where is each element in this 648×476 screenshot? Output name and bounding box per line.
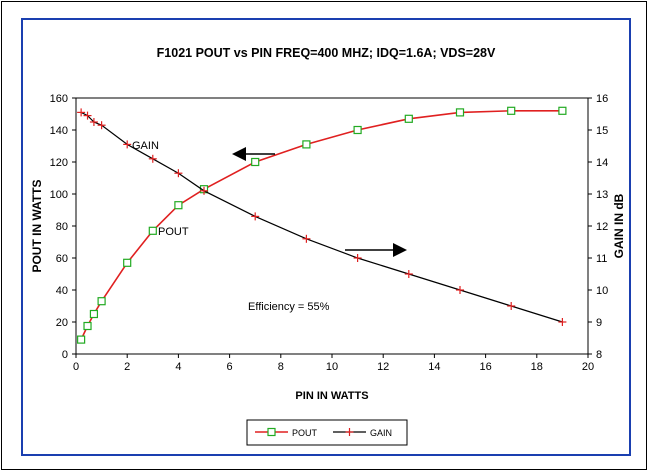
data-point-gain (558, 318, 567, 326)
data-point-gain (456, 286, 464, 294)
data-point-gain (174, 169, 183, 178)
x-tick-label: 2 (124, 361, 130, 373)
annotation-gain-label: GAIN (132, 140, 159, 152)
data-point-gain (404, 270, 413, 278)
y-right-tick-label: 13 (596, 189, 608, 201)
x-tick-label: 4 (175, 361, 181, 373)
data-point-gain (148, 154, 157, 163)
y-left-tick-label: 80 (56, 221, 68, 233)
data-point-pout (174, 201, 183, 210)
data-point-gain (123, 140, 132, 149)
data-point-gain (302, 234, 311, 243)
x-axis: 0 2 4 6 8 10 12 14 16 18 20 (73, 354, 594, 373)
y-left-tick-label: 40 (56, 285, 68, 297)
data-point-pout (77, 335, 86, 344)
y-right-tick-label: 11 (596, 253, 607, 265)
data-point-pout (507, 106, 516, 115)
data-point-pout (353, 125, 362, 135)
series-layer (77, 106, 567, 344)
data-point-pout (123, 258, 132, 267)
data-point-gain (200, 186, 208, 195)
chart-frame (21, 18, 631, 456)
data-point-pout (251, 157, 260, 167)
y-right-tick-label: 14 (596, 157, 608, 169)
arrow-right-icon (345, 243, 407, 257)
data-point-pout (148, 226, 157, 235)
data-point-pout (302, 140, 311, 149)
data-point-pout (83, 321, 92, 331)
y-right-tick-label: 16 (596, 93, 608, 105)
y-left-tick-label: 100 (50, 189, 68, 201)
y-right-tick-label: 8 (596, 349, 602, 361)
y-left-tick-label: 120 (50, 157, 68, 169)
data-point-gain (97, 121, 106, 130)
y-right-tick-label: 10 (596, 285, 608, 297)
legend-item-gain: GAIN (333, 428, 392, 438)
data-point-gain (507, 302, 516, 310)
data-point-pout (89, 309, 99, 319)
x-axis-label: PIN IN WATTS (295, 390, 368, 402)
y-axis-left: 0 20 40 60 80 100 120 140 160 (50, 93, 76, 361)
x-tick-label: 10 (326, 361, 338, 373)
annotation-pout-label: POUT (158, 226, 189, 238)
y-left-tick-label: 20 (56, 317, 68, 329)
y-right-tick-label: 15 (596, 125, 608, 137)
data-point-gain (251, 212, 260, 221)
y-left-tick-label: 60 (56, 253, 68, 265)
legend-label-pout: POUT (292, 428, 318, 438)
y-axis-left-label: POUT IN WATTS (30, 179, 44, 272)
data-point-gain (77, 108, 86, 117)
data-point-pout (455, 108, 465, 117)
x-tick-label: 20 (582, 361, 594, 373)
data-point-gain (353, 254, 362, 262)
x-tick-label: 14 (428, 361, 440, 373)
y-axis-right: 8 9 10 11 12 13 14 15 16 (588, 93, 608, 361)
chart-title: F1021 POUT vs PIN FREQ=400 MHZ; IDQ=1.6A… (157, 46, 496, 60)
data-point-pout (404, 114, 413, 123)
x-tick-label: 6 (227, 361, 233, 373)
legend: POUT GAIN (246, 419, 408, 446)
data-point-pout (558, 106, 567, 115)
x-tick-label: 18 (531, 361, 543, 373)
y-axis-right-label: GAIN IN dB (612, 193, 626, 258)
y-right-tick-label: 12 (596, 221, 608, 233)
legend-item-pout: POUT (255, 427, 318, 438)
x-tick-label: 16 (479, 361, 491, 373)
data-point-gain (83, 111, 92, 120)
x-tick-label: 12 (377, 361, 389, 373)
x-tick-label: 0 (73, 361, 79, 373)
annotation-efficiency: Efficiency = 55% (248, 301, 330, 313)
legend-label-gain: GAIN (370, 428, 392, 438)
series-gain (77, 108, 567, 326)
y-left-tick-label: 160 (50, 93, 68, 105)
data-point-pout (97, 297, 106, 306)
x-tick-label: 8 (278, 361, 284, 373)
y-right-tick-label: 9 (596, 317, 602, 329)
y-left-tick-label: 0 (62, 349, 68, 361)
y-left-tick-label: 140 (50, 125, 68, 137)
data-point-gain (89, 118, 98, 126)
arrow-left-icon (232, 147, 275, 161)
